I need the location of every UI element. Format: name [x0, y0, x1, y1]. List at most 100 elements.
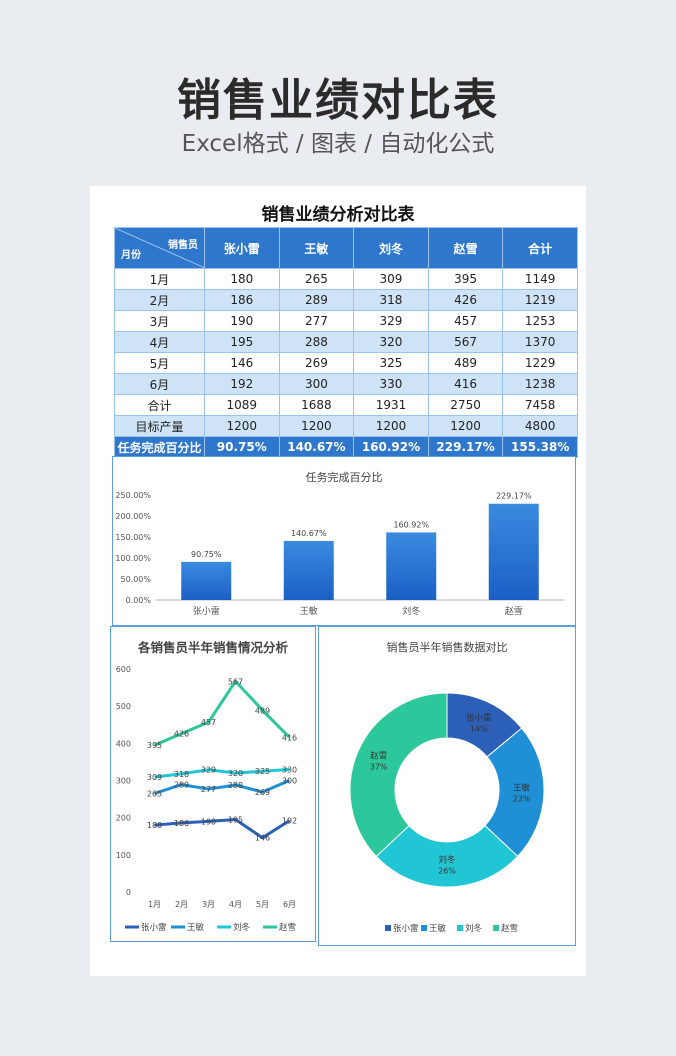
y-tick-label: 600 [116, 665, 131, 674]
y-tick-label: 0 [126, 888, 131, 897]
point-data-label: 320 [228, 769, 243, 778]
column-header: 张小雷 [204, 227, 280, 269]
legend-swatch [385, 925, 391, 931]
bar-chart: 0.00% 50.00% 100.00% 150.00% 200.00% 250.00% 9… [115, 491, 565, 617]
table-cell: 140.67% [278, 436, 355, 458]
donut-slice [375, 824, 519, 888]
table-cell: 90.75% [204, 436, 280, 458]
point-data-label: 288 [228, 781, 243, 790]
table-row: 4月 195 288 320 567 1370 [114, 331, 578, 353]
table-row: 合计 1089 1688 1931 2750 7458 [114, 394, 578, 416]
point-data-label: 416 [282, 733, 297, 742]
donut-slice [484, 727, 545, 858]
donut-slice [349, 692, 448, 858]
line-chart-panel: 各销售员半年销售情况分析 0 100 200 300 400 500 600 1月 2月 3月 4月… [110, 626, 316, 942]
legend-label: 赵雪 [501, 923, 518, 934]
table-cell: 277 [278, 310, 355, 332]
slice-percent: 37% [370, 762, 388, 771]
row-label: 合计 [114, 394, 205, 416]
point-data-label: 180 [147, 821, 162, 830]
row-label: 2月 [114, 289, 205, 311]
table-cell: 2750 [427, 394, 504, 416]
point-data-label: 309 [147, 773, 162, 782]
corner-bottom-label: 月份 [121, 250, 141, 261]
point-data-label: 277 [201, 785, 216, 794]
page-subtitle: Excel格式 / 图表 / 自动化公式 [181, 131, 495, 157]
table-cell: 320 [353, 331, 429, 353]
point-data-label: 489 [255, 706, 270, 715]
corner-header-cell: 销售员 月份 [114, 227, 205, 269]
table-cell: 190 [204, 310, 280, 332]
y-tick-label: 100 [116, 851, 131, 860]
table-cell: 1149 [502, 268, 578, 290]
table-row: 1月 180 265 309 395 1149 [114, 268, 578, 290]
bar [181, 561, 232, 600]
table-cell: 1370 [502, 331, 578, 353]
slice-label: 赵雪 [370, 750, 387, 761]
line-chart-title: 各销售员半年销售情况分析 [137, 640, 288, 655]
table-cell: 1200 [204, 415, 280, 437]
table-cell: 309 [353, 268, 429, 290]
column-header: 刘冬 [353, 227, 429, 269]
series-line [154, 767, 290, 779]
table-cell: 269 [278, 352, 355, 374]
point-data-label: 325 [255, 767, 270, 776]
point-data-label: 269 [255, 788, 270, 797]
sales-table: 销售员 月份 张小雷 王敏 刘冬 赵雪 合计 1月 180 265 309 395 114… [114, 227, 578, 458]
table-row: 6月 192 300 330 416 1238 [114, 373, 578, 395]
point-data-label: 330 [282, 765, 297, 774]
x-tick-label: 6月 [283, 900, 296, 909]
column-header: 王敏 [278, 227, 355, 269]
slice-label: 张小雷 [466, 713, 492, 724]
table-cell: 1238 [502, 373, 578, 395]
table-cell: 330 [353, 373, 429, 395]
table-cell: 4800 [502, 415, 578, 437]
bar-data-label: 160.92% [393, 520, 429, 529]
table-cell: 300 [278, 373, 355, 395]
row-label: 6月 [114, 373, 205, 395]
row-label: 5月 [114, 352, 205, 374]
legend-label: 刘冬 [233, 922, 251, 933]
point-data-label: 318 [174, 770, 189, 779]
point-data-label: 265 [147, 790, 162, 799]
row-label: 目标产量 [114, 415, 205, 437]
bar [283, 540, 334, 600]
bar-data-label: 140.67% [291, 529, 327, 538]
point-data-label: 457 [201, 718, 216, 727]
x-tick-label: 王敏 [300, 605, 318, 617]
series-line [154, 779, 291, 795]
bar-data-label: 229.17% [496, 492, 532, 501]
point-data-label: 146 [255, 834, 270, 843]
bar [488, 503, 539, 600]
x-tick-label: 刘冬 [402, 605, 420, 617]
y-tick-label: 400 [116, 739, 131, 748]
table-cell: 146 [204, 352, 280, 374]
x-tick-label: 2月 [175, 900, 188, 909]
donut-chart-title: 销售员半年销售数据对比 [386, 641, 508, 654]
y-tick-label: 100.00% [115, 554, 151, 563]
x-tick-label: 赵雪 [505, 605, 523, 617]
point-data-label: 329 [201, 766, 216, 775]
table-row: 3月 190 277 329 457 1253 [114, 310, 578, 332]
table-cell: 1200 [427, 415, 504, 437]
column-header: 合计 [502, 227, 578, 269]
hero-header: 销售业绩对比表 Excel格式 / 图表 / 自动化公式 [0, 0, 676, 185]
bar-chart-panel: 任务完成百分比 0.00% 50.00% 100.00% 150.00% 200.00%… [112, 456, 576, 626]
table-cell: 186 [204, 289, 280, 311]
table-row: 目标产量 1200 1200 1200 1200 4800 [114, 415, 578, 437]
table-cell: 180 [204, 268, 280, 290]
table-row: 任务完成百分比 90.75% 140.67% 160.92% 229.17% 155.38… [114, 436, 578, 458]
table-cell: 1200 [278, 415, 355, 437]
table-header-row: 销售员 月份 张小雷 王敏 刘冬 赵雪 合计 [114, 227, 578, 269]
table-cell: 1089 [204, 394, 280, 416]
table-cell: 426 [427, 289, 504, 311]
table-cell: 288 [278, 331, 355, 353]
donut-chart-panel: 销售员半年销售数据对比 张小雷 14% 王敏 23% 刘冬 26% 赵雪 37% 张小雷 王敏 刘冬… [318, 626, 576, 946]
y-tick-label: 500 [116, 702, 131, 711]
bar [386, 532, 437, 600]
table-cell: 155.38% [502, 436, 578, 458]
table-cell: 329 [353, 310, 429, 332]
slice-label: 刘冬 [438, 855, 456, 866]
x-tick-label: 5月 [256, 900, 269, 909]
table-row: 2月 186 289 318 426 1219 [114, 289, 578, 311]
